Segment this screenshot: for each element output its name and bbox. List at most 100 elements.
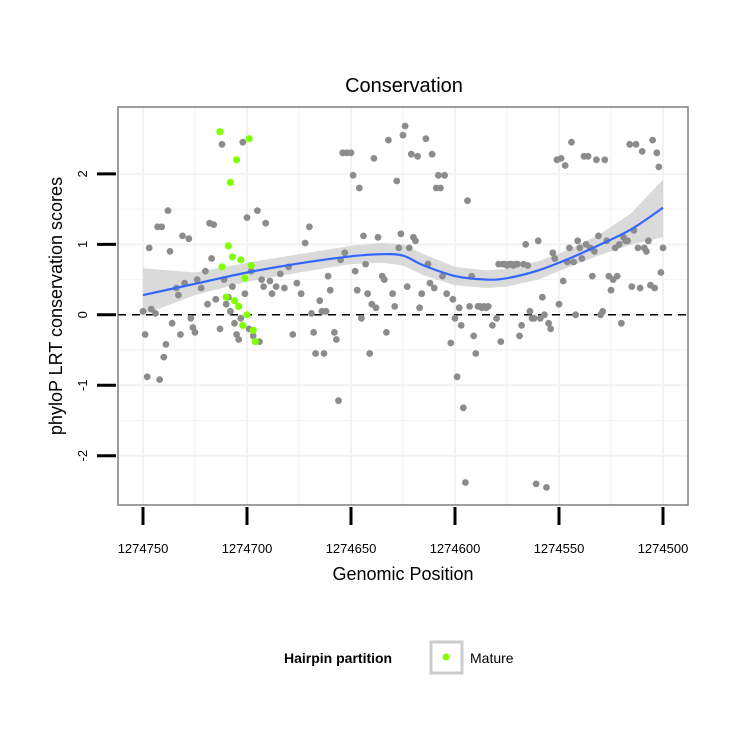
data-point (414, 152, 421, 160)
data-point (289, 331, 297, 338)
data-point (162, 341, 170, 348)
data-point (588, 272, 596, 280)
data-point (645, 237, 652, 245)
data-point (568, 138, 575, 146)
data-point (422, 135, 430, 143)
data-point (243, 214, 251, 222)
data-point (530, 314, 538, 322)
data-point (141, 331, 149, 338)
data-point (549, 249, 557, 257)
data-point (649, 136, 656, 144)
data-point (555, 300, 563, 308)
data-point (430, 284, 438, 292)
data-point (634, 244, 642, 252)
smooth-trend-line (142, 206, 664, 297)
data-point (179, 232, 186, 240)
x-tick-label: 1274750 (118, 541, 169, 556)
data-point (464, 197, 471, 205)
confidence-band (143, 179, 663, 315)
data-point (312, 350, 319, 357)
data-point (316, 297, 324, 305)
data-point (301, 239, 309, 247)
data-point-mature (243, 311, 251, 319)
data-point-mature (230, 297, 239, 305)
data-point (237, 314, 245, 322)
data-point (559, 277, 567, 285)
data-point (281, 284, 288, 292)
data-point (335, 397, 342, 405)
data-point (326, 286, 334, 294)
data-point (651, 284, 659, 292)
data-point (158, 223, 166, 231)
data-point (218, 140, 226, 148)
data-point-mature (247, 261, 255, 270)
data-point (297, 290, 305, 298)
data-point (584, 152, 592, 160)
data-point (526, 307, 534, 315)
data-point (193, 276, 201, 283)
data-point (636, 284, 644, 292)
y-tick-label: -2 (75, 450, 90, 462)
x-axis: 1274750 1274700 1274650 1274600 1274550 12745… (118, 507, 689, 556)
data-point (389, 290, 396, 298)
data-point (462, 479, 469, 486)
data-point (152, 310, 159, 317)
data-point (197, 284, 205, 292)
legend-label-mature: Mature (470, 650, 514, 666)
data-point (470, 332, 478, 340)
data-point (576, 244, 584, 252)
data-point (522, 241, 530, 248)
data-point (601, 156, 609, 164)
data-point (449, 295, 457, 303)
x-tick-label: 1274700 (222, 541, 273, 556)
data-point (310, 329, 317, 336)
data-point (258, 276, 265, 283)
data-point (175, 291, 182, 299)
data-point (268, 290, 276, 298)
data-point (547, 325, 555, 333)
data-point (229, 283, 236, 290)
data-point (607, 286, 615, 294)
data-point (518, 322, 525, 329)
data-point (615, 241, 623, 248)
data-point (147, 305, 155, 313)
data-point (185, 235, 193, 243)
data-point (331, 329, 338, 336)
data-point (222, 300, 230, 308)
data-point (657, 269, 665, 276)
data-point (360, 232, 367, 240)
data-point (393, 177, 401, 185)
data-point (227, 307, 234, 315)
data-point (401, 122, 409, 130)
data-point (293, 279, 301, 287)
data-point (628, 283, 636, 290)
data-point (459, 404, 467, 412)
x-tick-label: 1274500 (638, 541, 689, 556)
data-point (416, 304, 423, 312)
data-point (514, 260, 521, 268)
data-point (241, 290, 249, 298)
data-point (457, 322, 465, 329)
data-point (428, 150, 436, 158)
data-point (435, 171, 442, 179)
plot-grid (118, 107, 688, 505)
x-axis-label: Genomic Position (332, 564, 473, 584)
mature-points (216, 128, 259, 346)
data-point (322, 307, 330, 315)
data-point (168, 319, 176, 327)
data-point (618, 319, 625, 327)
data-point (441, 171, 448, 179)
data-point (212, 295, 220, 303)
background-points (139, 122, 667, 491)
data-point (489, 322, 496, 329)
data-point-mature (233, 156, 241, 164)
data-point (374, 233, 382, 241)
data-point (358, 314, 365, 322)
data-point (156, 376, 164, 383)
data-point (516, 332, 523, 340)
data-point-mature (222, 293, 230, 301)
data-point (453, 373, 461, 381)
data-point (407, 150, 415, 158)
data-point (532, 480, 540, 488)
data-point (566, 244, 573, 252)
